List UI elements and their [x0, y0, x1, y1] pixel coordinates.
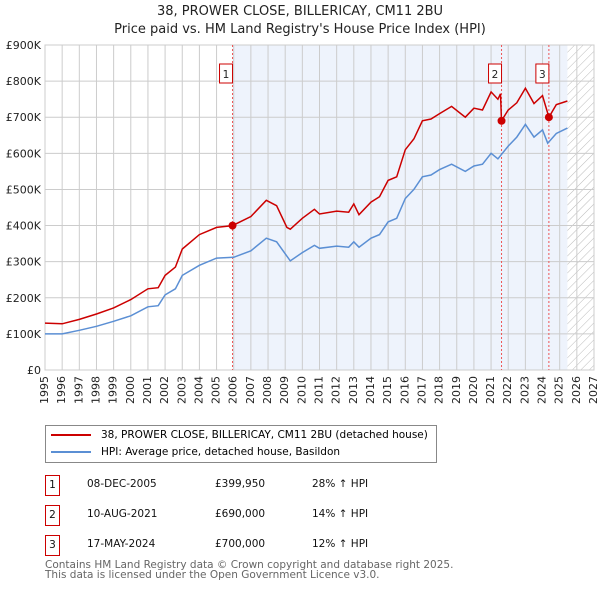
x-tick-label: 1999 — [107, 376, 120, 404]
x-tick-label: 2003 — [175, 376, 188, 404]
sale-point — [497, 116, 506, 125]
forecast-hatch — [567, 45, 594, 370]
legend-swatch-hpi — [51, 451, 91, 453]
sale-price: £399,950 — [215, 478, 266, 490]
y-tick-label: £900K — [6, 39, 42, 52]
sale-badge: 3 — [45, 535, 60, 556]
legend-swatch-property — [51, 434, 91, 436]
x-tick-label: 2025 — [553, 376, 566, 404]
footer-line2: This data is licensed under the Open Gov… — [45, 569, 380, 581]
x-tick-label: 2027 — [587, 376, 600, 404]
x-tick-label: 2017 — [415, 376, 428, 404]
footer: Contains HM Land Registry data © Crown c… — [45, 559, 454, 581]
property-price-line — [44, 86, 568, 325]
sale-badge: 2 — [45, 505, 60, 526]
x-tick-label: 2005 — [210, 376, 223, 404]
chart-title: 38, PROWER CLOSE, BILLERICAY, CM11 2BU — [156, 4, 444, 19]
x-tick-label: 2026 — [570, 376, 583, 404]
x-tick-label: 2024 — [536, 376, 549, 404]
y-tick-label: £700K — [6, 111, 42, 124]
x-tick-label: 2000 — [124, 376, 137, 404]
x-tick-label: 2013 — [347, 376, 360, 404]
x-tick-label: 2022 — [501, 376, 514, 404]
y-tick-label: £0 — [27, 364, 41, 377]
x-tick-label: 2019 — [450, 376, 463, 404]
y-tick-label: £100K — [6, 328, 42, 341]
x-tick-label: 2023 — [518, 376, 531, 404]
y-tick-label: £600K — [6, 147, 42, 160]
x-tick-label: 2016 — [398, 376, 411, 404]
x-tick-label: 2010 — [295, 376, 308, 404]
x-tick-label: 2001 — [141, 376, 154, 404]
x-tick-label: 2012 — [330, 376, 343, 404]
sale-price: £700,000 — [215, 538, 266, 550]
sale-label-box — [488, 63, 503, 84]
x-tick-label: 2015 — [381, 376, 394, 404]
x-tick-label: 2002 — [158, 376, 171, 404]
sale-label: 3 — [539, 69, 546, 81]
x-tick-label: 2014 — [364, 376, 377, 404]
sale-label: 1 — [223, 69, 230, 81]
sale-row: 1 08-DEC-2005 £399,950 28% ↑ HPI — [45, 475, 445, 496]
y-tick-label: £400K — [6, 220, 42, 233]
x-tick-label: 1998 — [89, 376, 102, 404]
footer-line1: Contains HM Land Registry data © Crown c… — [45, 559, 454, 571]
x-tick-label: 1997 — [72, 376, 85, 404]
sale-date: 08-DEC-2005 — [87, 478, 157, 490]
sale-row: 3 17-MAY-2024 £700,000 12% ↑ HPI — [45, 535, 445, 556]
sale-price: £690,000 — [215, 508, 266, 520]
legend: 38, PROWER CLOSE, BILLERICAY, CM11 2BU (… — [45, 425, 437, 463]
sale-date: 17-MAY-2024 — [87, 538, 156, 550]
sale-point — [228, 221, 237, 230]
x-tick-label: 2011 — [313, 376, 326, 404]
y-tick-label: £800K — [6, 75, 42, 88]
sale-badge: 1 — [45, 475, 60, 496]
sale-hpi-diff: 14% ↑ HPI — [312, 508, 369, 520]
price-chart: 1995 1996 1997 1998 1999 2000 2001 2002 2003 2004… — [6, 39, 600, 404]
sale-row: 2 10-AUG-2021 £690,000 14% ↑ HPI — [45, 505, 445, 526]
sale-label-box — [535, 63, 550, 84]
sale-date: 10-AUG-2021 — [87, 508, 158, 520]
shaded-region — [232, 45, 568, 370]
x-tick-label: 2004 — [192, 376, 205, 404]
plot-frame — [44, 44, 595, 371]
x-tick-label: 2007 — [244, 376, 257, 404]
sale-label-box — [219, 63, 234, 84]
x-tick-label: 1996 — [55, 376, 68, 404]
x-tick-label: 2009 — [278, 376, 291, 404]
x-tick-label: 1995 — [38, 376, 51, 404]
x-tick-label: 2018 — [433, 376, 446, 404]
y-tick-label: £500K — [6, 183, 42, 196]
legend-label-hpi: HPI: Average price, detached house, Basi… — [101, 446, 341, 458]
x-tick-label: 2008 — [261, 376, 274, 404]
y-tick-label: £200K — [6, 292, 42, 305]
x-tick-label: 2020 — [467, 376, 480, 404]
hpi-line — [45, 123, 568, 335]
x-tick-label: 2006 — [227, 376, 240, 404]
x-tick-label: 2021 — [484, 376, 497, 404]
sale-hpi-diff: 12% ↑ HPI — [312, 538, 369, 550]
sale-hpi-diff: 28% ↑ HPI — [312, 478, 369, 490]
y-tick-label: £300K — [6, 256, 42, 269]
legend-label-property: 38, PROWER CLOSE, BILLERICAY, CM11 2BU (… — [101, 429, 428, 441]
sale-point — [544, 113, 553, 122]
sale-label: 2 — [492, 69, 499, 81]
chart-subtitle: Price paid vs. HM Land Registry's House … — [114, 22, 486, 37]
